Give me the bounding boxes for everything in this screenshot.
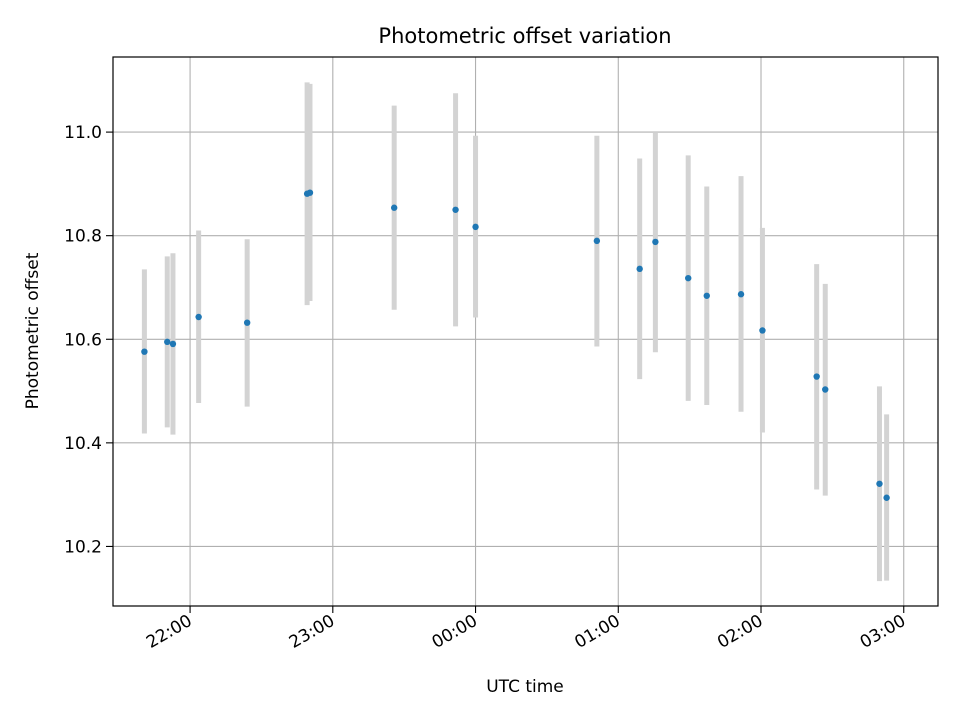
chart-title: Photometric offset variation bbox=[378, 24, 671, 48]
grid bbox=[113, 57, 938, 606]
y-tick-label: 11.0 bbox=[64, 123, 102, 143]
y-tick-label: 10.6 bbox=[64, 330, 102, 350]
data-points bbox=[141, 189, 890, 501]
plot-frame bbox=[112, 56, 939, 607]
data-point bbox=[822, 386, 829, 393]
data-point bbox=[685, 274, 692, 282]
data-point bbox=[390, 204, 398, 211]
y-axis-title: Photometric offset bbox=[23, 252, 43, 409]
data-point bbox=[652, 238, 659, 246]
data-point bbox=[452, 206, 459, 213]
data-point bbox=[164, 338, 171, 346]
plot-background bbox=[113, 57, 938, 606]
data-point bbox=[813, 373, 820, 380]
data-point bbox=[737, 291, 745, 298]
data-point bbox=[703, 292, 710, 299]
data-point bbox=[306, 189, 314, 196]
y-axis: 10.2 10.4 10.6 10.8 11.0 bbox=[64, 123, 113, 557]
data-point bbox=[876, 480, 883, 487]
data-point bbox=[195, 313, 202, 321]
data-point bbox=[141, 348, 148, 355]
data-point bbox=[593, 237, 601, 245]
data-point bbox=[883, 494, 890, 501]
y-tick-label: 10.8 bbox=[64, 227, 102, 247]
data-point bbox=[636, 265, 643, 273]
x-axis-title: UTC time bbox=[486, 677, 564, 697]
plot-area bbox=[112, 56, 939, 607]
data-point bbox=[243, 319, 251, 326]
data-point bbox=[472, 223, 479, 231]
data-point bbox=[169, 340, 177, 348]
y-tick-label: 10.4 bbox=[64, 434, 102, 454]
y-tick-label: 10.2 bbox=[64, 537, 102, 557]
data-point bbox=[759, 327, 766, 334]
